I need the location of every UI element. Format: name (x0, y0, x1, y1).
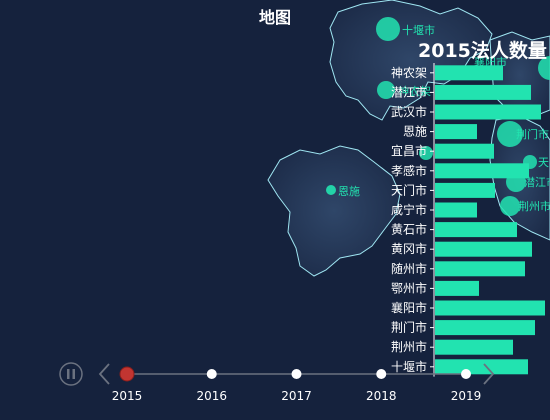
y-tick-label-8: 黄石市 (391, 222, 427, 237)
y-tick-label-15: 十堰市 (391, 359, 427, 374)
y-tick-label-2: 武汉市 (391, 104, 427, 119)
city-marker-jingmen[interactable] (497, 121, 523, 147)
city-marker-xiangyang[interactable] (538, 56, 550, 80)
city-marker-shiyan[interactable] (376, 17, 400, 41)
bar-14[interactable] (435, 339, 513, 355)
y-tick-label-0: 神农架 (391, 66, 427, 80)
y-tick-label-1: 潜江市 (391, 84, 427, 99)
bar-10[interactable] (435, 261, 525, 277)
bar-chart: 神农架潜江市武汉市恩施宜昌市孝感市天门市咸宁市黄石市黄冈市随州市鄂州市襄阳市荆门… (391, 63, 545, 377)
chevron-left-icon[interactable] (98, 363, 110, 385)
city-label-tianmen: 天门市 (538, 155, 550, 169)
bar-12[interactable] (435, 300, 545, 316)
city-marker-jingzhou[interactable] (500, 196, 520, 216)
timeline-label-2015[interactable]: 2015 (112, 389, 143, 403)
bar-7[interactable] (435, 202, 477, 218)
y-tick-label-4: 宜昌市 (391, 143, 427, 158)
city-marker-enshi[interactable] (326, 185, 336, 195)
bar-0[interactable] (435, 65, 503, 81)
timeline-point-2015[interactable] (119, 366, 135, 382)
bar-4[interactable] (435, 143, 494, 159)
map-markers: 十堰市 襄阳市 神农架 恩施 荆门市 天门市 潜江市 荆州市 (326, 17, 550, 216)
timeline-label-2018[interactable]: 2018 (366, 389, 397, 403)
page-title: 地图 (258, 8, 291, 27)
bar-15[interactable] (435, 359, 528, 375)
bar-8[interactable] (435, 222, 517, 238)
y-tick-label-6: 天门市 (391, 182, 427, 197)
timeline-label-2017[interactable]: 2017 (281, 389, 312, 403)
y-tick-label-5: 孝感市 (391, 163, 427, 178)
city-label-shiyan: 十堰市 (402, 23, 435, 37)
timeline: 2015 2016 2017 2018 2019 (59, 362, 495, 403)
city-label-jingzhou: 荆州市 (518, 199, 550, 213)
bar-1[interactable] (435, 84, 531, 100)
y-tick-label-13: 荆门市 (391, 320, 427, 335)
y-tick-label-3: 恩施 (403, 125, 427, 139)
map-area-southwest[interactable] (267, 145, 401, 277)
y-tick-label-7: 咸宁市 (391, 202, 427, 217)
bar-3[interactable] (435, 124, 477, 140)
bar-9[interactable] (435, 241, 532, 257)
timeline-label-2016[interactable]: 2016 (196, 389, 227, 403)
city-marker-yichang[interactable] (419, 146, 433, 160)
city-label-qianjiang: 潜江市 (524, 175, 550, 189)
bar-13[interactable] (435, 320, 535, 336)
timeline-label-2019[interactable]: 2019 (451, 389, 482, 403)
bar-2[interactable] (435, 104, 541, 120)
timeline-point-2017[interactable] (291, 369, 302, 379)
y-tick-label-11: 鄂州市 (391, 280, 427, 295)
timeline-point-2016[interactable] (206, 369, 217, 379)
y-tick-label-9: 黄冈市 (391, 241, 427, 256)
city-label-shennongjia: 神农架 (398, 84, 431, 98)
timeline-point-2018[interactable] (376, 369, 387, 379)
y-tick-label-10: 随州市 (391, 261, 427, 276)
timeline-point-2019[interactable] (461, 369, 471, 379)
city-label-jingmen: 荆门市 (516, 127, 549, 141)
y-tick-label-12: 襄阳市 (391, 300, 427, 315)
bar-6[interactable] (435, 182, 495, 198)
city-label-enshi: 恩施 (338, 185, 360, 198)
y-tick-label-14: 荆州市 (391, 339, 427, 354)
pause-icon[interactable] (59, 362, 83, 386)
bar-5[interactable] (435, 163, 529, 179)
city-marker-shennongjia[interactable] (377, 81, 395, 99)
chart-title: 2015法人数量 (418, 40, 547, 62)
map-area-north[interactable] (329, 0, 493, 121)
bar-11[interactable] (435, 280, 479, 296)
chevron-right-icon[interactable] (483, 363, 495, 385)
